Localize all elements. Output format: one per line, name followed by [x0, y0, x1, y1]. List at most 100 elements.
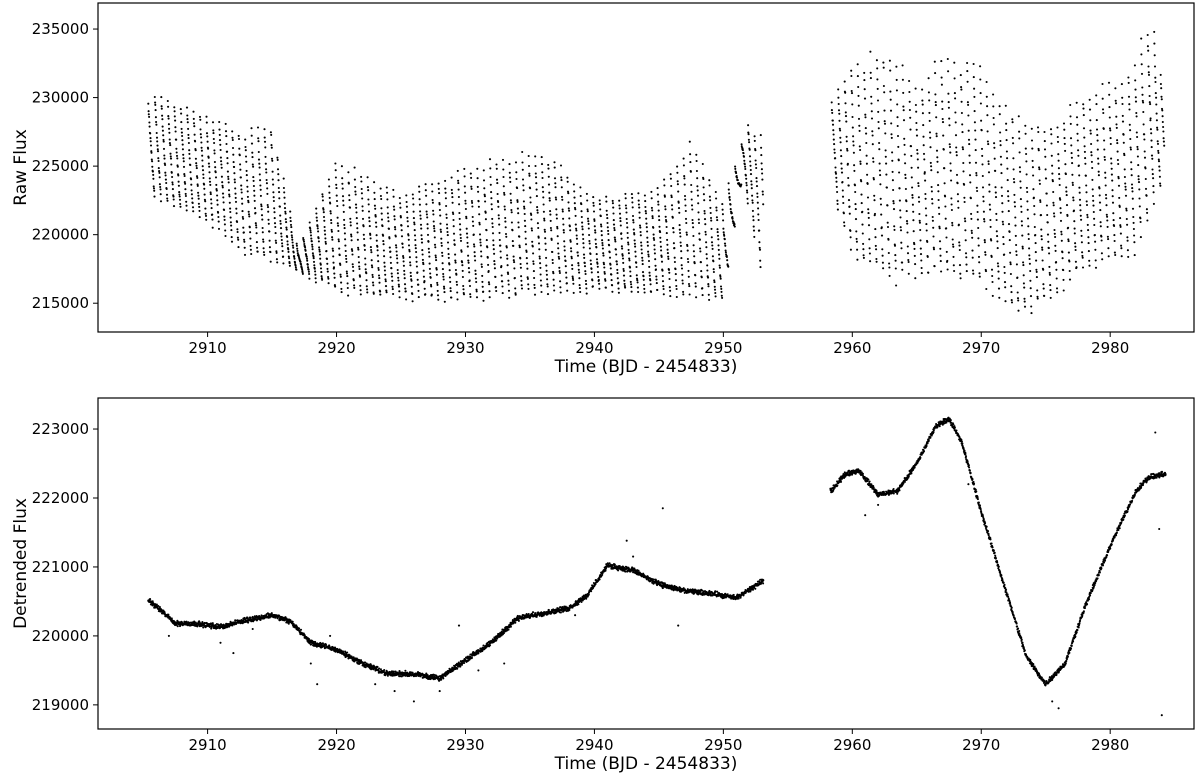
raw-flux-data-point — [191, 206, 195, 209]
raw-flux-data-point — [997, 265, 1000, 268]
raw-flux-data-point — [625, 207, 628, 210]
raw-flux-data-point — [938, 227, 941, 230]
raw-flux-data-point — [933, 60, 936, 63]
raw-flux-data-point — [442, 275, 445, 278]
raw-flux-data-point — [403, 283, 407, 286]
raw-flux-data-point — [941, 117, 944, 121]
raw-flux-data-point — [311, 252, 314, 255]
detrended-flux-data-point — [514, 621, 517, 624]
raw-flux-data-point — [1139, 220, 1142, 224]
raw-flux-data-point — [709, 211, 712, 215]
detrended-flux-data-point — [291, 620, 294, 623]
raw-flux-data-point — [934, 101, 937, 104]
raw-flux-data-point — [862, 242, 865, 245]
raw-flux-data-point — [270, 146, 273, 149]
raw-flux-data-point — [747, 131, 750, 134]
raw-flux-data-point — [912, 210, 915, 213]
raw-flux-data-point — [261, 231, 264, 234]
raw-flux-data-point — [404, 290, 407, 293]
raw-flux-data-point — [869, 71, 872, 74]
raw-flux-data-point — [1064, 173, 1067, 176]
raw-flux-data-point — [924, 207, 927, 210]
raw-flux-data-point — [179, 205, 182, 208]
raw-flux-data-point — [761, 190, 764, 193]
raw-flux-data-point — [379, 187, 382, 190]
raw-flux-data-point — [149, 132, 152, 135]
raw-flux-data-point — [998, 105, 1001, 108]
raw-flux-data-point — [284, 218, 287, 221]
raw-flux-data-point — [925, 214, 928, 217]
raw-flux-data-point — [488, 283, 491, 286]
raw-flux-data-point — [436, 283, 439, 286]
raw-flux-data-point — [1024, 124, 1027, 127]
raw-flux-data-point — [415, 250, 418, 254]
raw-flux-data-point — [511, 240, 514, 243]
raw-flux-data-point — [602, 263, 606, 266]
raw-flux-data-point — [563, 255, 567, 258]
raw-flux-data-point — [868, 238, 871, 241]
raw-flux-data-point — [1016, 276, 1019, 279]
raw-flux-x-tick-label: 2960 — [833, 339, 871, 357]
raw-flux-data-point — [1083, 145, 1086, 148]
raw-flux-data-point — [1120, 255, 1123, 258]
raw-flux-data-point — [544, 242, 547, 245]
raw-flux-data-point — [392, 205, 395, 208]
raw-flux-data-point — [438, 203, 441, 206]
raw-flux-data-point — [416, 278, 419, 281]
raw-flux-data-point — [671, 216, 674, 219]
raw-flux-data-point — [167, 123, 170, 126]
raw-flux-data-point — [668, 271, 671, 274]
raw-flux-data-point — [254, 211, 257, 214]
raw-flux-data-point — [503, 208, 506, 211]
raw-flux-data-point — [692, 234, 695, 238]
raw-flux-data-point — [757, 218, 760, 222]
raw-flux-data-point — [954, 121, 957, 124]
raw-flux-data-point — [835, 185, 838, 188]
raw-flux-data-point — [272, 199, 275, 203]
raw-flux-data-point — [855, 230, 858, 233]
raw-flux-data-point — [948, 117, 951, 120]
raw-flux-data-point — [408, 256, 411, 259]
raw-flux-data-point — [227, 175, 230, 178]
raw-flux-data-point — [848, 205, 851, 208]
raw-flux-data-point — [1030, 312, 1033, 315]
raw-flux-data-point — [719, 285, 723, 288]
detrended-flux-data-point — [456, 667, 459, 670]
raw-flux-data-point — [178, 195, 181, 198]
raw-flux-data-point — [615, 260, 618, 263]
raw-flux-data-point — [431, 183, 434, 186]
raw-flux-data-point — [612, 223, 616, 226]
raw-flux-data-point — [321, 195, 324, 198]
raw-flux-data-point — [545, 264, 548, 267]
raw-flux-data-point — [722, 227, 725, 230]
raw-flux-data-point — [466, 241, 469, 244]
detrended-flux-data-point — [512, 622, 515, 625]
raw-flux-data-point — [745, 189, 749, 192]
raw-flux-data-point — [316, 225, 319, 228]
raw-flux-data-point — [1037, 149, 1040, 152]
raw-flux-data-point — [640, 244, 643, 247]
raw-flux-data-point — [961, 123, 964, 126]
raw-flux-data-point — [271, 159, 274, 162]
raw-flux-data-point — [464, 207, 467, 211]
raw-flux-data-point — [594, 229, 597, 232]
raw-flux-data-point — [396, 261, 399, 264]
raw-flux-data-point — [1153, 30, 1156, 33]
raw-flux-data-point — [1107, 255, 1110, 258]
raw-flux-data-point — [636, 286, 639, 289]
raw-flux-data-point — [476, 167, 479, 170]
raw-flux-data-point — [480, 263, 483, 266]
raw-flux-data-point — [1065, 204, 1069, 207]
raw-flux-data-point — [1013, 201, 1016, 204]
raw-flux-data-point — [152, 177, 155, 180]
raw-flux-data-point — [1157, 160, 1161, 163]
raw-flux-data-point — [1017, 115, 1020, 118]
raw-flux-data-point — [571, 277, 574, 280]
raw-flux-data-point — [997, 287, 1001, 290]
raw-flux-data-point — [502, 168, 505, 171]
raw-flux-data-point — [241, 202, 244, 205]
raw-flux-data-point — [539, 266, 542, 269]
raw-flux-data-point — [1133, 241, 1136, 244]
raw-flux-data-point — [846, 162, 849, 165]
raw-flux-data-point — [986, 140, 989, 143]
